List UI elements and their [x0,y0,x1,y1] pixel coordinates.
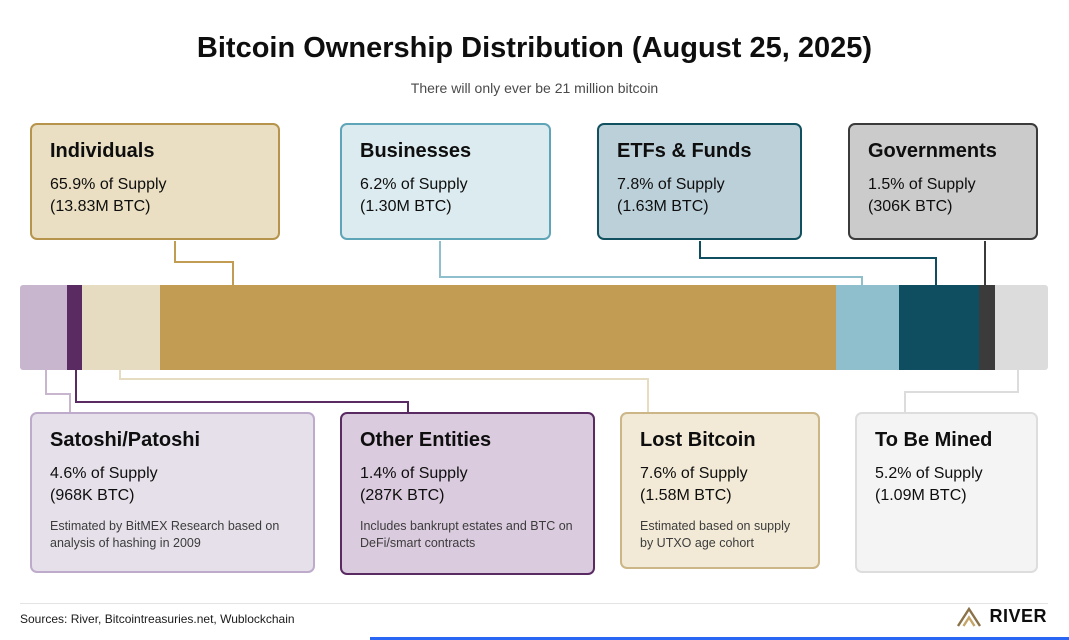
card-note: Includes bankrupt estates and BTC on DeF… [360,518,573,550]
card-lost-bitcoin: Lost Bitcoin 7.6% of Supply (1.58M BTC) … [620,412,820,569]
footer-divider [20,603,1048,604]
card-supply: 4.6% of Supply [50,465,158,482]
card-amount: (1.58M BTC) [640,487,732,505]
bar-segment-governments [979,285,995,370]
card-title: ETFs & Funds [617,140,752,162]
bar-segment-lost-bitcoin [81,285,160,370]
bar-segment-to-be-mined [994,285,1048,370]
card-etfs-funds: ETFs & Funds 7.8% of Supply (1.63M BTC) [597,123,802,240]
card-supply: 65.9% of Supply [50,176,167,193]
bar-segment-satoshi-patoshi [20,285,68,370]
card-amount: (287K BTC) [360,487,445,505]
card-governments: Governments 1.5% of Supply (306K BTC) [848,123,1038,240]
page-title: Bitcoin Ownership Distribution (August 2… [196,32,873,64]
card-supply: 7.8% of Supply [617,176,725,193]
mountain-icon [957,606,982,627]
card-title: Businesses [360,140,472,162]
bar-segment-businesses [835,285,900,370]
card-note: Estimated by BitMEX Research based on an… [50,518,280,550]
card-amount: (968K BTC) [50,487,135,505]
card-title: Lost Bitcoin [640,429,756,451]
card-amount: (13.83M BTC) [50,198,151,216]
card-supply: 7.6% of Supply [640,465,748,482]
card-other-entities: Other Entities 1.4% of Supply (287K BTC)… [340,412,595,575]
card-amount: (306K BTC) [868,198,953,216]
card-supply: 1.4% of Supply [360,465,468,482]
bar-segment-other-entities [67,285,82,370]
distribution-bar [20,285,1048,370]
connector-satoshi [45,368,71,413]
river-logo: RIVER [956,606,1047,627]
card-supply: 6.2% of Supply [360,176,468,193]
card-amount: (1.63M BTC) [617,198,709,216]
bottom-blue-strip [370,637,1069,640]
card-title: Individuals [50,140,155,162]
bar-segment-etfs-funds [899,285,980,370]
bar-segment-individuals [159,285,836,370]
card-title: Other Entities [360,429,492,451]
card-amount: (1.09M BTC) [875,487,967,505]
connector-etfs [699,241,937,287]
sources-text: Sources: River, Bitcointreasuries.net, W… [20,612,295,626]
connector-to-be-mined [904,368,1019,413]
card-title: To Be Mined [875,429,993,451]
card-supply: 5.2% of Supply [875,465,983,482]
connector-lost-bitcoin [119,368,649,413]
connector-individuals [174,241,234,287]
card-title: Satoshi/Patoshi [50,429,201,451]
card-title: Governments [868,140,997,162]
card-supply: 1.5% of Supply [868,176,976,193]
card-individuals: Individuals 65.9% of Supply (13.83M BTC) [30,123,280,240]
card-amount: (1.30M BTC) [360,198,452,216]
card-businesses: Businesses 6.2% of Supply (1.30M BTC) [340,123,551,240]
card-satoshi-patoshi: Satoshi/Patoshi 4.6% of Supply (968K BTC… [30,412,315,573]
card-note: Estimated based on supply by UTXO age co… [640,518,791,550]
river-logo-text: RIVER [989,606,1047,626]
connector-businesses [439,241,863,287]
card-to-be-mined: To Be Mined 5.2% of Supply (1.09M BTC) [855,412,1038,573]
connector-other-entities [75,368,409,413]
subtitle: There will only ever be 21 million bitco… [410,80,659,96]
